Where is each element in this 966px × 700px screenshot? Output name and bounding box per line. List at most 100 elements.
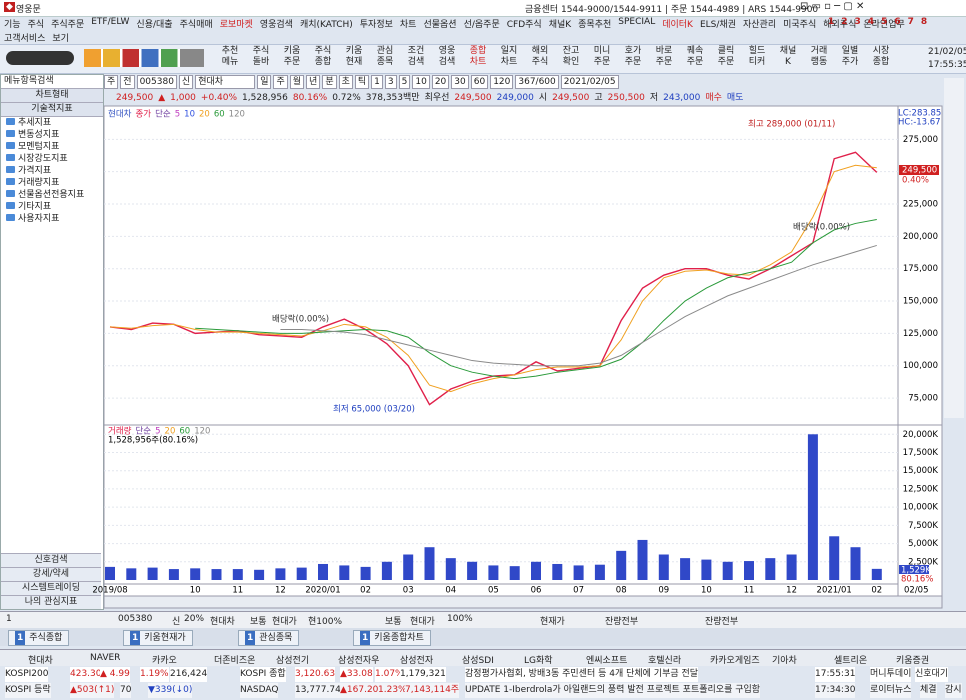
order-field[interactable]: 005380 [118,614,153,624]
screen-number[interactable]: 7 [907,17,914,27]
tree-item[interactable]: 시장강도지표 [1,153,103,165]
chart-tool[interactable]: 10 [412,75,430,89]
menu-item[interactable]: 해외주식 [823,20,857,30]
tab[interactable]: 1 키움종합차트 [353,630,431,646]
chart-tool[interactable]: 367/600 [515,75,559,89]
tech-indicators[interactable]: 기술적지표 [1,103,103,117]
menu-item[interactable]: 캐치(KATCH) [299,20,353,30]
menu-item[interactable]: 차트 [399,20,417,30]
sidebar-button[interactable]: 나의 관심지표 [1,595,101,609]
ticker[interactable]: 현대차 [28,656,53,666]
toolbar-button[interactable]: 미니 주문 [588,46,616,70]
ticker[interactable]: LG화학 [524,656,553,666]
menu-item[interactable]: 온라인업무 [863,20,905,30]
ticker[interactable]: 호텔신라 [648,656,682,666]
ticker[interactable]: 삼성SDI [462,656,494,666]
chart-tool[interactable]: 5 [398,75,411,89]
tab[interactable]: 1 키움현재가 [123,630,193,646]
quote-item[interactable]: 매도 [726,93,744,103]
toolbar-button[interactable]: 클릭 주문 [712,46,740,70]
chart-tool[interactable]: 년 [306,75,321,89]
ticker[interactable]: NAVER [90,653,121,663]
ticker[interactable]: 엔씨소프트 [586,656,628,666]
toolbar-button[interactable]: 종합 차트 [464,46,492,70]
chart-tool[interactable]: 초 [338,75,353,89]
toolbar-button[interactable]: 거래 랭동 [805,46,833,70]
menu-item[interactable]: 기능 [4,20,21,30]
toolbar-button[interactable]: 시장 종합 [867,46,895,70]
menu-item[interactable]: ELS/채권 [699,20,736,30]
tree-item[interactable]: 거래량지표 [1,177,103,189]
menu-item[interactable]: 채널K [548,20,572,30]
sidebar-button[interactable]: 강세/약세 [1,567,101,581]
menu-item[interactable]: ETF/ELW [91,17,130,27]
order-field[interactable]: 현대가 [272,617,297,627]
toolbar-button[interactable]: 일지 차트 [495,46,523,70]
ticker[interactable]: 삼성전자 [400,656,434,666]
right-tools[interactable] [944,78,964,418]
ticker[interactable]: 더존비즈온 [214,656,256,666]
toolbar-button[interactable]: 주식 종합 [309,46,337,70]
order-field[interactable]: 1 [6,614,12,624]
chart-tool[interactable]: 주 [104,75,119,89]
menu-search[interactable]: 메뉴항목검색 [1,75,103,89]
tree-item[interactable]: 변동성지표 [1,129,103,141]
order-field[interactable]: 신 [172,617,181,627]
screen-number[interactable]: 4 [867,17,875,27]
order-field[interactable]: 잔량전부 [705,617,739,627]
chart-tool[interactable]: 20 [431,75,450,89]
toolbar-button[interactable]: 주식 돌바 [247,46,275,70]
ticker[interactable]: 키움증권 [896,656,930,666]
order-field[interactable]: 현100% [308,617,343,627]
screen-number[interactable]: 3 [854,17,861,27]
chart-tool[interactable]: 2021/02/05 [560,75,619,89]
chart-tool[interactable]: 120 [490,75,514,89]
toolbar-button[interactable]: 호가 주문 [619,46,647,70]
toolbar-button[interactable]: 추천 메뉴 [216,46,244,70]
toolbar-button[interactable]: 해외 주식 [526,46,554,70]
window-buttons[interactable]: ⊡ ▭ ▫ ─ ▢ ✕ [800,1,865,12]
menu-item[interactable]: 미국주식 [783,20,817,30]
menu-item[interactable]: 선물옵션 [423,20,457,30]
search-box[interactable] [6,51,74,65]
menu-item[interactable]: 신용/대출 [136,20,173,30]
quote-item[interactable]: 매수 [705,93,722,103]
menu-item[interactable]: 종목추천 [578,20,612,30]
order-field[interactable]: 현대가 [410,617,435,627]
menu-item[interactable]: 주식 [27,20,45,30]
screen-number[interactable]: 5 [881,17,888,27]
menu-item[interactable]: SPECIAL [618,17,656,27]
tree-item[interactable]: 기타지표 [1,201,103,213]
menu-item[interactable]: 데이터K [662,20,693,30]
chart-tool[interactable]: 일 [257,75,272,89]
chart-tool[interactable]: 1 [371,75,383,89]
tree-item[interactable]: 가격지표 [1,165,103,177]
order-field[interactable]: 잔량전부 [605,617,639,627]
chart-tool[interactable]: 월 [289,75,305,89]
menu-item[interactable]: 보기 [52,34,69,44]
chart-tool[interactable]: 3 [384,75,397,89]
tab[interactable]: 1 관심종목 [238,630,300,646]
toolbar-button[interactable]: 영웅 검색 [433,46,461,70]
tab[interactable]: 1 주식종합 [8,630,70,646]
chart-tool[interactable]: 분 [322,75,337,89]
chart-tool[interactable]: 60 [470,75,489,89]
menu-item[interactable]: 로보마켓 [219,20,253,30]
menu-item[interactable]: 주식주문 [51,20,85,30]
ticker[interactable]: 삼성전자우 [338,656,380,666]
toolbar-button[interactable]: 퀘속 주문 [681,46,709,70]
toolbar-button[interactable]: 힐드 티커 [743,46,771,70]
icons[interactable] [84,49,204,67]
menu-item[interactable]: 선/옵주문 [463,20,500,30]
ticker[interactable]: 삼성전기 [276,656,310,666]
ticker[interactable]: 카카오게임즈 [710,656,760,666]
chart-tool[interactable]: 주 [273,75,288,89]
chart-type[interactable]: 차트형태 [1,89,103,103]
menu-item[interactable]: CFD주식 [506,20,542,30]
toolbar-button[interactable]: 키움 주문 [278,46,306,70]
menu-item[interactable]: 주식매매 [179,20,213,30]
toolbar-button[interactable]: 키움 현재 [340,46,368,70]
chart-tool[interactable]: 신 [178,75,194,89]
menu-item[interactable]: 투자정보 [359,20,393,30]
menu-item[interactable]: 고객서비스 [4,34,46,44]
